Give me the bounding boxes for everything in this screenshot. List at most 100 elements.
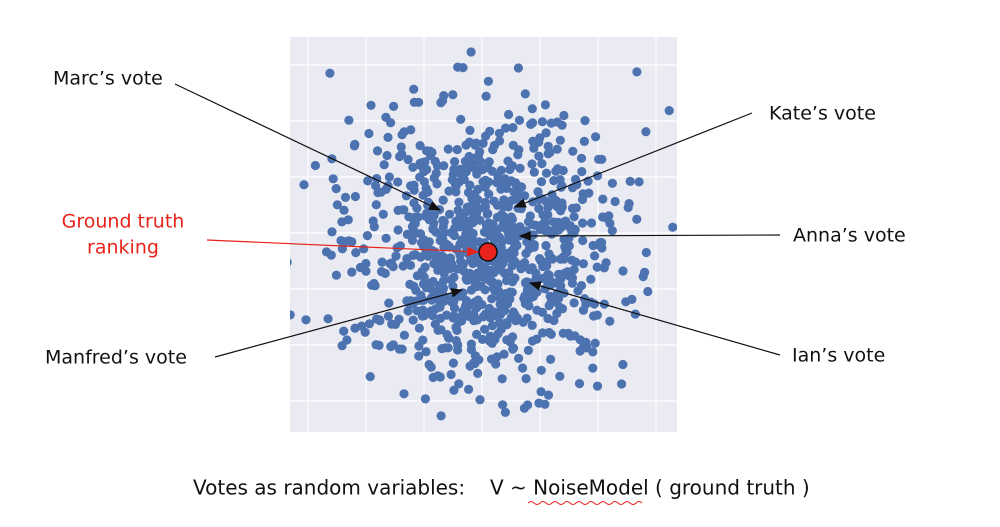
point [536, 365, 546, 375]
point [435, 313, 445, 323]
point [507, 246, 517, 256]
point [452, 145, 462, 155]
point [483, 218, 493, 228]
point [433, 371, 443, 381]
point [432, 161, 442, 171]
point [473, 368, 483, 378]
point [327, 227, 337, 237]
point [469, 245, 479, 255]
point [525, 264, 535, 275]
point [465, 180, 475, 190]
point [543, 390, 554, 400]
point [492, 200, 503, 210]
point [414, 97, 424, 107]
point [485, 231, 495, 241]
point [416, 237, 427, 248]
point [481, 91, 491, 101]
point [559, 252, 569, 262]
point [477, 334, 488, 344]
point [571, 203, 581, 213]
label: Kate’s vote [769, 103, 876, 125]
point [512, 313, 522, 323]
point [529, 167, 539, 177]
point [387, 319, 397, 329]
point [537, 307, 548, 317]
point [556, 274, 566, 284]
point [331, 184, 341, 194]
point [395, 151, 405, 162]
point [444, 254, 454, 264]
point [398, 261, 408, 271]
point [538, 328, 548, 338]
point [472, 169, 482, 179]
arrows [174, 83, 781, 358]
point [415, 160, 425, 170]
point [507, 277, 518, 287]
point [551, 166, 561, 176]
point [492, 352, 502, 362]
point [575, 335, 585, 345]
point [290, 258, 292, 266]
point [592, 262, 602, 272]
point [443, 144, 453, 154]
point [537, 159, 547, 169]
point [632, 67, 642, 77]
point [461, 296, 471, 306]
point [566, 331, 576, 341]
point [399, 389, 409, 399]
point [544, 270, 554, 280]
point [408, 162, 418, 172]
point [408, 315, 418, 325]
point [350, 323, 360, 333]
point [542, 261, 552, 271]
point [471, 205, 481, 215]
point [549, 176, 559, 186]
point [421, 347, 431, 357]
point [475, 215, 485, 225]
point [487, 294, 497, 304]
point [436, 411, 446, 421]
point [520, 89, 530, 99]
point [416, 290, 426, 300]
point [439, 295, 449, 305]
point [464, 384, 474, 394]
point [370, 281, 380, 291]
point [555, 371, 565, 381]
point [572, 180, 582, 190]
point [624, 199, 634, 209]
point [592, 381, 603, 391]
point [533, 187, 543, 197]
arrow [174, 83, 442, 211]
point [505, 216, 515, 226]
point [529, 242, 539, 252]
point [549, 315, 559, 326]
point [448, 90, 458, 100]
point [497, 374, 507, 384]
arrow [214, 288, 464, 358]
point [409, 11, 418, 20]
point [601, 258, 611, 268]
point [403, 154, 413, 165]
point [323, 314, 333, 324]
point [339, 205, 349, 215]
point [383, 132, 393, 142]
point [436, 251, 447, 261]
point [402, 254, 412, 264]
point [359, 244, 369, 254]
point [473, 184, 483, 194]
point [421, 183, 431, 193]
point [575, 346, 585, 356]
point [448, 313, 458, 323]
point [428, 287, 439, 297]
point [419, 272, 429, 282]
point [444, 186, 454, 196]
point [527, 320, 537, 330]
point [363, 176, 373, 186]
point [543, 210, 553, 220]
point [664, 106, 674, 116]
point [427, 209, 437, 219]
point [425, 150, 436, 161]
point [604, 211, 614, 221]
point [393, 225, 403, 235]
